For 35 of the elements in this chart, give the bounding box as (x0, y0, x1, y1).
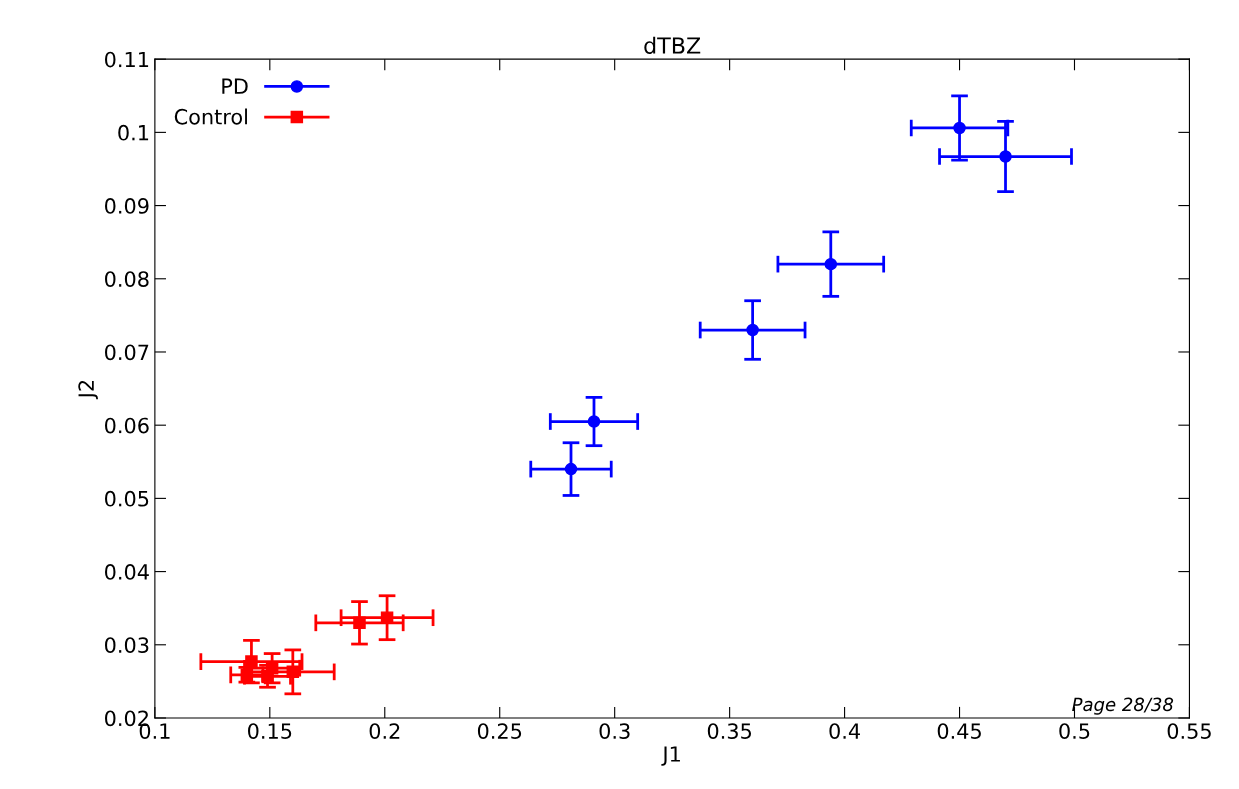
y-tick-label: 0.05 (105, 490, 149, 507)
point (824, 257, 838, 271)
point (265, 661, 279, 675)
x-tick-label: 0.25 (477, 723, 522, 739)
point (380, 611, 394, 624)
point (245, 655, 258, 668)
x-tick-label: 0.55 (1167, 723, 1211, 739)
x-tick-label: 0.35 (707, 723, 752, 739)
x-tick-label: 0.3 (599, 723, 630, 739)
point (564, 462, 578, 476)
point (999, 150, 1012, 163)
x-tick-label: 0.4 (829, 723, 860, 739)
y-tick-label: 0.09 (105, 198, 149, 214)
x-tick-label: 0.2 (369, 723, 400, 739)
y-tick-label: 0.04 (105, 564, 149, 580)
x-tick-label: 0.45 (937, 723, 981, 739)
point (953, 121, 966, 135)
annotation: Page 28/38 (1072, 697, 1174, 715)
y-tick-label: 0.03 (105, 637, 149, 653)
y-tick-label: 0.08 (105, 271, 149, 287)
chart-title: dTBZ (644, 36, 701, 54)
y-tick-label: 0.07 (105, 344, 149, 361)
point (587, 415, 601, 428)
legend-label: PD (222, 78, 248, 94)
x-tick-label: 0.15 (248, 723, 292, 739)
legend-label: Control (174, 108, 247, 125)
y-axis-title: J2 (78, 380, 98, 400)
y-tick-label: 0.06 (105, 417, 149, 434)
point (353, 616, 366, 630)
point (286, 665, 300, 679)
x-tick-label: 0.5 (1059, 723, 1090, 739)
point (746, 323, 759, 337)
x-axis-title: J1 (661, 746, 680, 766)
y-tick-label: 0.1 (118, 124, 149, 141)
y-tick-label: 0.11 (105, 51, 149, 68)
